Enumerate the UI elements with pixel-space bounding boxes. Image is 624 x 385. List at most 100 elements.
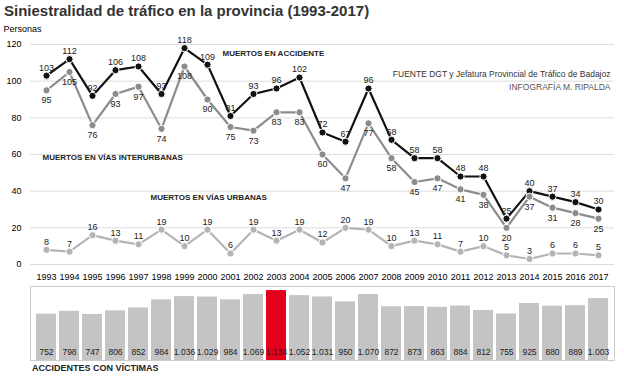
svg-text:11: 11 [433,231,442,241]
svg-text:19: 19 [248,217,258,227]
svg-text:90: 90 [202,104,212,114]
svg-text:60: 60 [11,149,21,159]
svg-text:1.029: 1.029 [197,347,219,357]
svg-text:40: 40 [11,186,21,196]
svg-text:2001: 2001 [220,272,240,282]
svg-text:755: 755 [499,347,513,357]
svg-text:3: 3 [527,246,532,256]
svg-text:108: 108 [177,71,192,81]
svg-text:41: 41 [455,194,465,204]
svg-text:74: 74 [156,134,166,144]
svg-text:1.003: 1.003 [588,347,610,357]
svg-text:93: 93 [110,99,120,109]
svg-text:37: 37 [547,184,557,194]
svg-text:MUERTOS EN VÍAS INTERURBANAS: MUERTOS EN VÍAS INTERURBANAS [43,153,184,162]
svg-text:2003: 2003 [266,272,286,282]
svg-text:752: 752 [39,347,53,357]
svg-text:97: 97 [133,92,143,102]
svg-text:76: 76 [87,130,97,140]
svg-text:2012: 2012 [473,272,493,282]
svg-text:68: 68 [386,127,396,137]
svg-text:96: 96 [271,75,281,85]
svg-text:1.134: 1.134 [266,347,288,357]
svg-text:58: 58 [409,145,419,155]
svg-text:95: 95 [41,95,51,105]
svg-text:2015: 2015 [542,272,562,282]
svg-text:2004: 2004 [289,272,309,282]
svg-text:11: 11 [134,231,143,241]
svg-text:106: 106 [108,57,123,67]
svg-text:93: 93 [248,81,258,91]
svg-text:2009: 2009 [404,272,424,282]
svg-text:20: 20 [340,215,350,225]
svg-text:34: 34 [570,189,580,199]
svg-text:105: 105 [62,77,77,87]
svg-text:1.052: 1.052 [289,347,311,357]
svg-text:1.069: 1.069 [243,347,265,357]
svg-text:100: 100 [6,76,21,86]
svg-text:92: 92 [87,83,97,93]
svg-text:2000: 2000 [197,272,217,282]
svg-text:889: 889 [568,347,582,357]
svg-text:73: 73 [248,136,258,146]
svg-text:83: 83 [294,117,304,127]
svg-text:37: 37 [524,202,534,212]
svg-text:12: 12 [317,229,327,239]
svg-text:806: 806 [108,347,122,357]
svg-text:1.036: 1.036 [174,347,196,357]
svg-text:25: 25 [501,206,511,216]
svg-text:80: 80 [11,113,21,123]
svg-text:2005: 2005 [312,272,332,282]
svg-text:48: 48 [455,163,465,173]
svg-text:884: 884 [453,347,467,357]
svg-text:925: 925 [522,347,536,357]
svg-text:1998: 1998 [151,272,171,282]
svg-text:2008: 2008 [381,272,401,282]
svg-text:7: 7 [67,239,72,249]
svg-text:25: 25 [593,224,603,234]
svg-text:873: 873 [407,347,421,357]
svg-text:13: 13 [110,228,120,238]
svg-text:96: 96 [363,75,373,85]
svg-text:81: 81 [225,103,235,113]
svg-text:MUERTOS EN VÍAS URBANAS: MUERTOS EN VÍAS URBANAS [151,193,268,202]
svg-text:6: 6 [550,240,555,250]
svg-text:950: 950 [338,347,352,357]
svg-text:1994: 1994 [59,272,79,282]
svg-text:1.070: 1.070 [358,347,380,357]
svg-text:2013: 2013 [496,272,516,282]
svg-text:19: 19 [294,217,304,227]
svg-text:40: 40 [524,178,534,188]
svg-text:30: 30 [593,196,603,206]
svg-text:1999: 1999 [174,272,194,282]
svg-text:20: 20 [11,223,21,233]
svg-text:1993: 1993 [36,272,56,282]
svg-text:2006: 2006 [335,272,355,282]
svg-text:FUENTE DGT y Jefatura Provinci: FUENTE DGT y Jefatura Provincial de Tráf… [393,69,611,79]
svg-text:2011: 2011 [451,272,470,282]
svg-text:58: 58 [386,163,396,173]
svg-text:112: 112 [62,46,76,56]
svg-text:83: 83 [271,117,281,127]
svg-text:45: 45 [409,187,419,197]
svg-text:118: 118 [177,35,191,45]
svg-text:19: 19 [156,217,166,227]
svg-text:2002: 2002 [243,272,263,282]
svg-text:47: 47 [340,183,350,193]
svg-text:19: 19 [202,217,212,227]
svg-text:6: 6 [573,240,578,250]
svg-text:872: 872 [384,347,398,357]
svg-text:77: 77 [363,128,373,138]
svg-text:1.031: 1.031 [312,347,334,357]
svg-text:MUERTOS EN ACCIDENTE: MUERTOS EN ACCIDENTE [223,49,325,58]
svg-text:8: 8 [44,237,49,247]
svg-text:2014: 2014 [519,272,539,282]
svg-text:13: 13 [271,228,281,238]
svg-text:16: 16 [87,222,97,232]
svg-text:984: 984 [154,347,168,357]
svg-text:812: 812 [476,347,490,357]
svg-text:852: 852 [131,347,145,357]
svg-text:798: 798 [62,347,76,357]
svg-text:58: 58 [432,145,442,155]
svg-text:863: 863 [430,347,444,357]
